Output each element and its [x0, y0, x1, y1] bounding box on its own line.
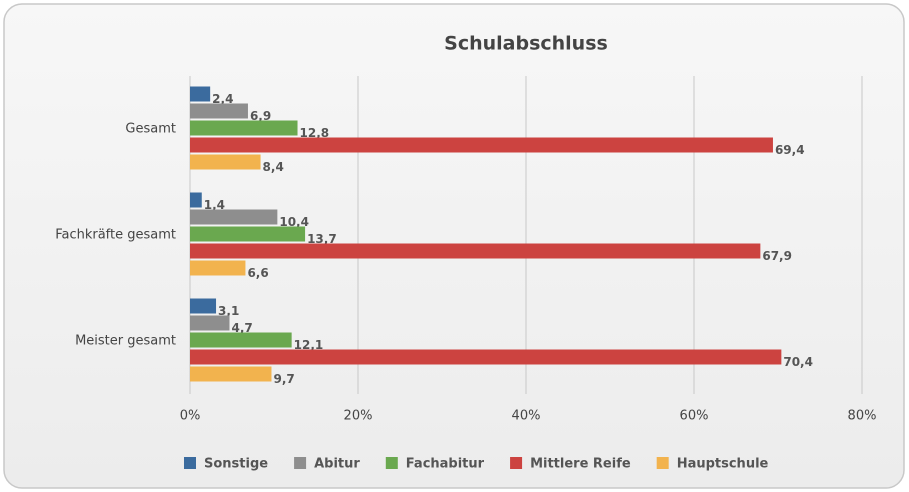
bar [190, 120, 298, 136]
x-tick-label: 40% [512, 409, 541, 424]
bar [190, 298, 217, 314]
bar [190, 226, 306, 242]
legend-label: Fachabitur [406, 457, 485, 472]
value-label: 12,8 [300, 126, 330, 140]
value-label: 3,1 [218, 304, 239, 318]
value-label: 1,4 [204, 198, 225, 212]
bar [190, 86, 211, 102]
x-tick-label: 0% [180, 409, 201, 424]
y-tick-label: Gesamt [125, 122, 176, 137]
legend-label: Mittlere Reife [530, 457, 631, 472]
value-label: 10,4 [279, 215, 309, 229]
legend-swatch [294, 457, 307, 469]
value-label: 69,4 [775, 143, 805, 157]
y-tick-label: Fachkräfte gesamt [55, 228, 176, 243]
bar [190, 209, 278, 225]
value-label: 9,7 [273, 372, 294, 386]
value-label: 70,4 [783, 355, 813, 369]
value-label: 4,7 [231, 321, 252, 335]
legend-swatch [385, 457, 398, 469]
legend-label: Abitur [314, 457, 360, 472]
x-tick-label: 20% [344, 409, 373, 424]
bar [190, 243, 761, 259]
bar [190, 315, 230, 331]
value-label: 2,4 [212, 92, 233, 106]
bar [190, 154, 261, 170]
legend-swatch [510, 457, 523, 469]
bar [190, 137, 773, 153]
bar [190, 366, 272, 382]
value-label: 6,9 [250, 109, 271, 123]
bar [190, 260, 246, 276]
legend-swatch [656, 457, 669, 469]
x-tick-label: 80% [848, 409, 877, 424]
value-label: 13,7 [307, 232, 337, 246]
bar [190, 103, 248, 119]
value-label: 12,1 [294, 338, 324, 352]
chart-title: Schulabschluss [444, 33, 608, 55]
bar [190, 192, 202, 208]
legend-swatch [184, 457, 196, 469]
value-label: 6,6 [247, 266, 268, 280]
value-label: 8,4 [263, 160, 284, 174]
bar [190, 349, 782, 365]
legend-label: Hauptschule [677, 457, 769, 472]
value-label: 67,9 [762, 249, 792, 263]
legend-label: Sonstige [204, 457, 268, 472]
x-tick-label: 60% [680, 409, 709, 424]
bar [190, 332, 292, 348]
y-tick-label: Meister gesamt [75, 334, 176, 349]
